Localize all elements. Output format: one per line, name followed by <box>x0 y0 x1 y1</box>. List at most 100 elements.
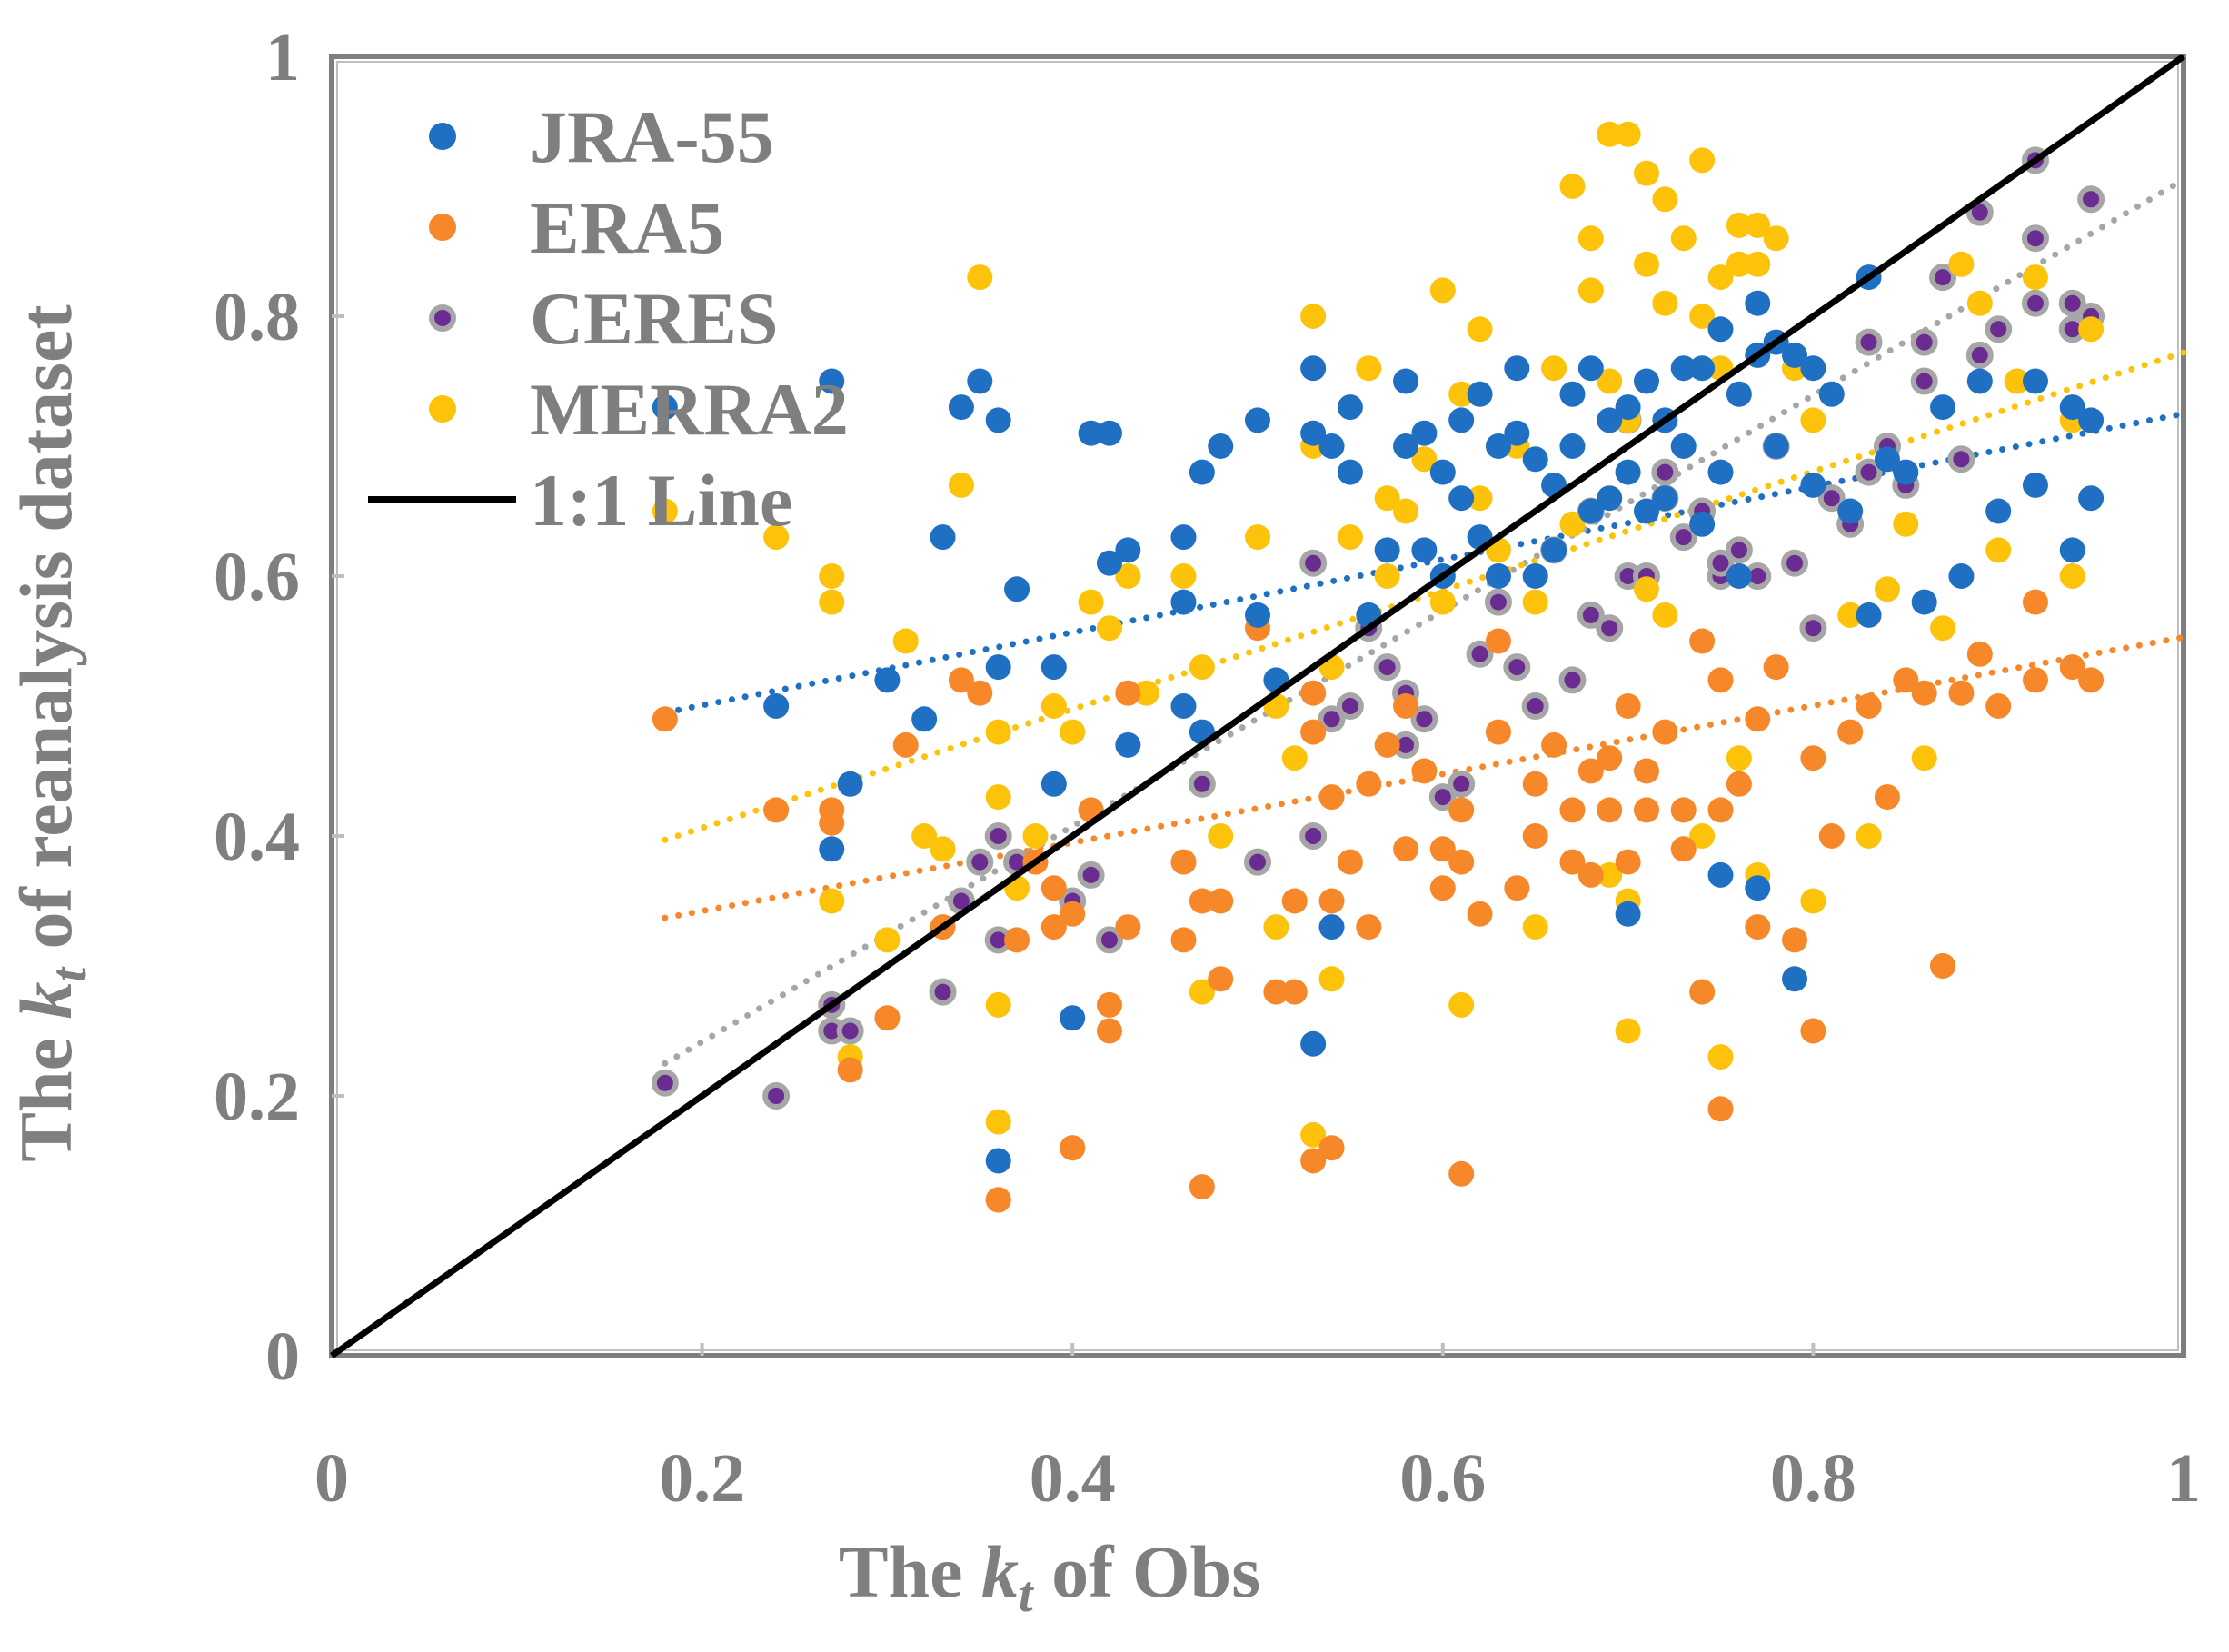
point-era5 <box>1208 888 1234 914</box>
point-era5 <box>1985 693 2012 719</box>
point-jra-55 <box>985 407 1011 433</box>
point-ceres <box>1188 770 1216 798</box>
point-jra-55 <box>1504 420 1530 446</box>
x-tick-label: 0.2 <box>659 1440 745 1517</box>
x-axis-title-k: k <box>981 1530 1019 1613</box>
point-ceres <box>2021 289 2049 317</box>
legend-swatch <box>429 395 456 423</box>
point-merra2 <box>1948 251 1975 277</box>
point-ceres <box>966 848 994 876</box>
point-era5 <box>1948 680 1975 706</box>
point-era5 <box>1300 719 1327 745</box>
point-ceres <box>1466 640 1494 668</box>
point-era5 <box>1467 901 1493 927</box>
point-era5 <box>1763 654 1789 681</box>
point-jra-55 <box>1078 420 1104 446</box>
point-merra2 <box>1670 225 1697 252</box>
point-merra2 <box>1726 212 1752 238</box>
point-merra2 <box>1745 251 1771 277</box>
point-jra-55 <box>1818 381 1845 407</box>
point-jra-55 <box>1948 563 1975 589</box>
point-era5 <box>2059 654 2085 681</box>
point-merra2 <box>819 888 845 914</box>
point-jra-55 <box>1541 537 1567 563</box>
legend-item-ceres: CERES <box>429 277 778 360</box>
point-merra2 <box>1559 174 1586 199</box>
point-merra2 <box>1800 888 1826 914</box>
point-merra2 <box>1559 511 1586 537</box>
point-jra-55 <box>985 654 1011 681</box>
point-era5 <box>1115 680 1141 706</box>
point-era5 <box>1559 849 1586 875</box>
point-merra2 <box>1930 615 1956 642</box>
point-merra2 <box>1467 316 1493 343</box>
point-era5 <box>1060 1135 1086 1161</box>
point-jra-55 <box>1245 602 1270 628</box>
point-ceres <box>651 1069 679 1097</box>
point-merra2 <box>892 628 919 654</box>
point-jra-55 <box>652 394 678 421</box>
point-era5 <box>1096 1018 1122 1044</box>
point-ceres <box>1929 264 1957 292</box>
point-era5 <box>1170 849 1197 875</box>
point-jra-55 <box>1522 446 1548 473</box>
point-jra-55 <box>1874 446 1900 473</box>
point-ceres <box>1299 549 1328 577</box>
point-merra2 <box>985 991 1011 1018</box>
point-merra2 <box>1374 485 1400 512</box>
point-ceres <box>1781 549 1809 577</box>
point-jra-55 <box>874 667 901 693</box>
point-merra2 <box>1040 693 1067 719</box>
point-jra-55 <box>1577 355 1604 382</box>
point-merra2 <box>1022 823 1049 849</box>
point-jra-55 <box>1985 498 2012 524</box>
point-jra-55 <box>1577 498 1604 524</box>
point-ceres <box>1707 549 1735 577</box>
x-tick-label: 0.8 <box>1770 1440 1856 1517</box>
point-merra2 <box>2059 563 2085 589</box>
point-jra-55 <box>967 368 993 394</box>
point-era5 <box>1189 1174 1215 1200</box>
point-era5 <box>1170 927 1197 953</box>
point-era5 <box>1040 875 1067 901</box>
legend-swatch <box>429 214 456 241</box>
point-merra2 <box>1597 861 1623 888</box>
point-era5 <box>837 1057 863 1083</box>
point-era5 <box>2078 667 2105 693</box>
point-ceres <box>1725 536 1753 564</box>
point-ceres <box>1077 861 1105 889</box>
point-era5 <box>1318 888 1345 914</box>
y-axis-title-k: k <box>5 982 87 1020</box>
point-ceres <box>1410 705 1438 733</box>
point-ceres <box>1095 926 1123 954</box>
point-merra2 <box>1393 498 1419 524</box>
point-era5 <box>1485 719 1511 745</box>
point-merra2 <box>1837 602 1864 628</box>
point-merra2 <box>763 524 790 551</box>
point-jra-55 <box>1689 355 1716 382</box>
one-to-one-line <box>329 54 2186 1358</box>
point-merra2 <box>2022 264 2048 291</box>
trendline-jra-55 <box>662 410 2187 716</box>
point-merra2 <box>1078 589 1104 615</box>
point-merra2 <box>1856 823 1882 849</box>
point-jra-55 <box>763 693 790 719</box>
point-era5 <box>1707 1096 1734 1122</box>
point-jra-55 <box>1485 563 1511 589</box>
point-era5 <box>1281 979 1308 1005</box>
point-jra-55 <box>1448 485 1475 512</box>
point-ceres <box>1373 653 1401 682</box>
point-era5 <box>1615 849 1641 875</box>
point-jra-55 <box>930 524 956 551</box>
legend-swatch <box>429 123 456 150</box>
point-jra-55 <box>2059 537 2085 563</box>
point-era5 <box>1115 914 1141 940</box>
point-jra-55 <box>1782 342 1808 368</box>
x-tick-label: 0.6 <box>1399 1440 1486 1517</box>
point-merra2 <box>1448 381 1475 407</box>
point-jra-55 <box>1337 459 1363 485</box>
y-axis-title-suffix: of reanalysis dataset <box>5 304 87 968</box>
point-merra2 <box>1522 589 1548 615</box>
point-ceres <box>1669 523 1697 552</box>
y-tick-label: 0.6 <box>214 539 300 615</box>
